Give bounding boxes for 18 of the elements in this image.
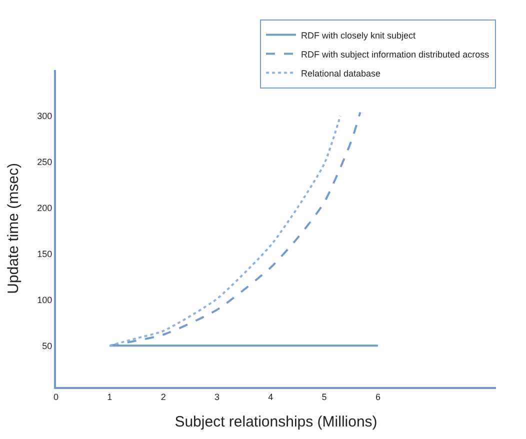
x-axis-title: Subject relationships (Millions): [174, 413, 378, 430]
x-tick-label: 0: [53, 392, 59, 402]
legend-label: RDF with closely knit subject: [301, 30, 416, 40]
x-tick-label: 4: [268, 392, 274, 402]
y-tick-label: 250: [37, 157, 52, 168]
y-tick-label: 50: [42, 340, 52, 351]
y-axis-title: Update time (msec): [4, 163, 22, 294]
y-tick-label: 100: [37, 294, 52, 305]
x-tick-label: 6: [375, 392, 380, 402]
y-tick-label: 150: [37, 248, 52, 259]
y-tick-label: 300: [37, 111, 52, 122]
x-tick-label: 2: [160, 392, 166, 402]
x-tick-label: 5: [322, 392, 327, 402]
y-tick-label: 200: [37, 202, 52, 213]
x-tick-label: 3: [214, 392, 220, 402]
x-tick-label: 1: [107, 392, 112, 402]
legend-label: Relational database: [301, 68, 381, 78]
legend-label: RDF with subject information distributed across: [301, 49, 490, 60]
